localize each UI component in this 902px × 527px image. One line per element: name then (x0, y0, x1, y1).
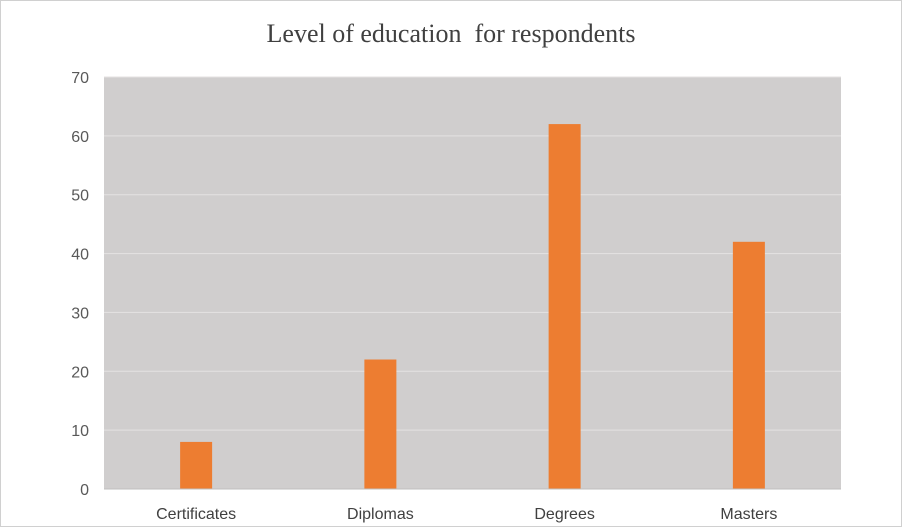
x-axis-ticks: Certificates Diplomas Degrees Masters (156, 506, 777, 523)
bars (180, 124, 765, 489)
x-tick-label: Diplomas (347, 506, 414, 523)
chart-title: Level of education for respondents (266, 19, 636, 48)
y-axis-ticks: 0 10 20 30 40 50 60 70 (71, 70, 89, 499)
y-tick-label: 0 (80, 482, 89, 499)
plot-area (104, 77, 841, 489)
y-tick-label: 70 (71, 70, 89, 87)
x-tick-label: Masters (720, 506, 777, 523)
x-tick-label: Degrees (534, 506, 594, 523)
bar-diplomas (364, 359, 397, 489)
gridlines (104, 76, 841, 431)
y-tick-label: 40 (71, 247, 89, 264)
bar-degrees (548, 124, 581, 489)
y-tick-label: 30 (71, 305, 89, 322)
y-tick-label: 20 (71, 364, 89, 381)
y-tick-label: 50 (71, 188, 89, 205)
y-tick-label: 10 (71, 423, 89, 440)
bar-masters (732, 241, 765, 489)
y-tick-label: 60 (71, 129, 89, 146)
bar-certificates (180, 441, 213, 489)
x-tick-label: Certificates (156, 506, 236, 523)
